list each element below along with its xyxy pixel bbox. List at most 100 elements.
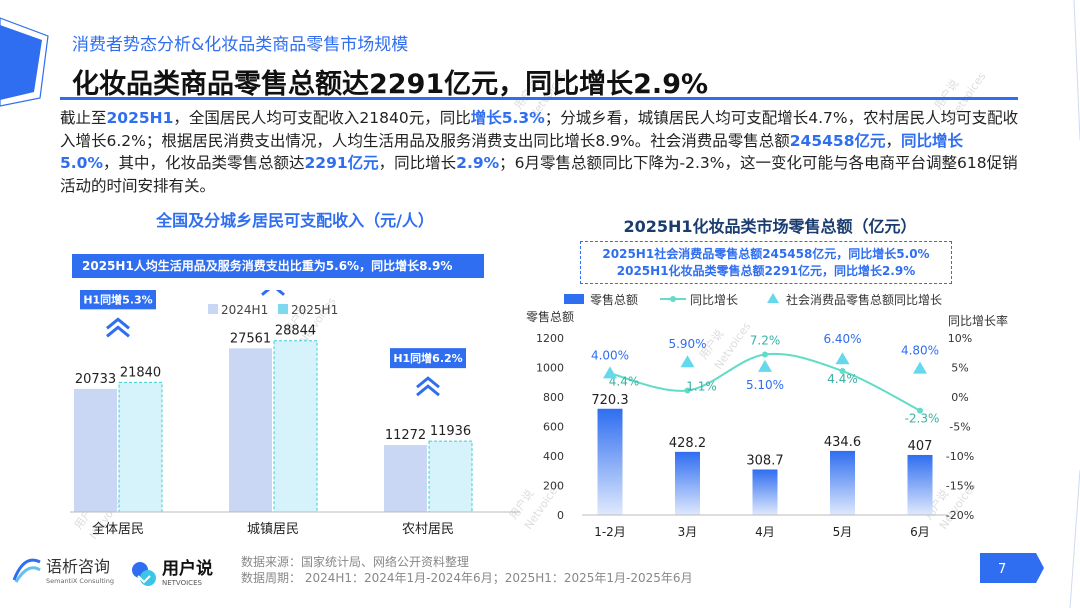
up-chevron-icon	[261, 290, 285, 296]
growth-badge	[390, 348, 466, 369]
summary-text: ；分城乡看，城镇居民人均可支配增长4.7%，农村居民人均可支配收入增长6.2%；…	[60, 109, 1019, 150]
data-source-line: 数据来源：国家统计局、网络公开资料整理	[241, 555, 470, 569]
social-marker	[603, 366, 617, 379]
legend-label-yoy: 同比增长	[690, 293, 738, 307]
social-label: 5.10%	[746, 378, 784, 392]
title-divider	[60, 97, 1018, 100]
income-bar-2025h1	[273, 340, 318, 513]
income-category-label: 农村居民	[402, 522, 454, 537]
legend-label-2024h1: 2024H1	[221, 303, 268, 317]
netvoices-logo-text: 用户说	[162, 558, 213, 579]
social-marker	[680, 355, 695, 368]
data-period-line: 数据周期： 2024H1：2024年1月-2024年6月；2025H1：2025…	[241, 571, 693, 585]
social-label: 5.90%	[668, 337, 706, 351]
summary-text: ，全国居民人均可支配收入21840元，同比	[173, 109, 471, 127]
social-marker	[913, 361, 927, 374]
right-edge-decoration	[1069, 0, 1080, 608]
income-category-label: 全体居民	[92, 521, 144, 537]
y-left-tick: 600	[543, 421, 564, 434]
retail-bar	[752, 469, 778, 515]
retail-bar	[907, 454, 933, 515]
retail-note-line: 2025H1社会消费品零售总额245458亿元，同比增长5.0%	[602, 247, 930, 261]
yoy-label: 1.1%	[686, 380, 717, 394]
summary-paragraph: 截止至2025H1，全国居民人均可支配收入21840元，同比增长5.3%；分城乡…	[60, 107, 1020, 197]
legend-marker-social	[767, 293, 779, 303]
y-left-tick: 200	[543, 480, 564, 493]
growth-badge-label: H1同增6.2%	[393, 351, 462, 365]
summary-text: ，其中，化妆品类零售总额达	[103, 154, 305, 172]
social-marker	[835, 352, 850, 365]
y-right-tick: 0%	[951, 391, 968, 404]
page-number: 7	[998, 562, 1006, 577]
legend-marker-yoy	[670, 296, 676, 302]
income-chart-title: 全国及分城乡居民可支配收入（元/人）	[156, 211, 434, 230]
legend-swatch-2025h1	[278, 304, 288, 314]
y-right-tick: 10%	[948, 332, 972, 345]
growth-badge-label: H1同增5.3%	[83, 292, 152, 306]
semantix-logo-subtext: SemantiX Consulting	[46, 577, 114, 585]
yoy-point	[917, 407, 923, 414]
y-left-tick: 0	[557, 509, 564, 522]
summary-text: 截止至	[60, 109, 107, 127]
y-left-tick: 800	[543, 391, 564, 404]
legend-label-retail: 零售总额	[590, 292, 638, 307]
retail-bar-value: 720.3	[591, 393, 628, 408]
y-right-tick: -15%	[946, 480, 974, 493]
summary-highlight: 同比增长5.0%	[60, 131, 964, 173]
page-title: 化妆品类商品零售总额达2291亿元，同比增长2.9%	[72, 69, 709, 100]
y-right-tick: -20%	[946, 509, 974, 522]
retail-bar	[597, 408, 623, 515]
summary-highlight: 2291亿元	[304, 154, 379, 172]
netvoices-logo: 用户说 NETVOICES	[132, 558, 213, 587]
retail-bar-value: 428.2	[669, 436, 706, 451]
income-bar-2025h1	[118, 381, 163, 513]
income-bar-2024h1	[74, 388, 117, 512]
legend-label-social: 社会消费品零售总额同比增长	[786, 292, 942, 307]
social-label: 6.40%	[823, 332, 861, 346]
y-axis-right-title: 同比增长率	[948, 313, 1008, 328]
semantix-logo-text: 语析咨询	[46, 557, 110, 576]
income-bar-value: 20733	[75, 372, 116, 387]
retail-chart-note: 2025H1社会消费品零售总额245458亿元，同比增长5.0% 2025H1化…	[580, 241, 952, 284]
netvoices-logo-subtext: NETVOICES	[162, 579, 202, 587]
summary-text: ；6月零售总额同比下降为-2.3%，这一变化可能与各电商平台调整618促销活动的…	[60, 154, 1018, 195]
y-right-tick: -5%	[949, 421, 970, 434]
social-label: 4.00%	[591, 348, 629, 362]
summary-text: ，同比增长	[378, 154, 457, 172]
yoy-label: 7.2%	[750, 334, 781, 348]
summary-text: ，	[885, 131, 901, 150]
summary-highlight: 2025H1	[106, 109, 174, 127]
legend-label-2025h1: 2025H1	[291, 303, 338, 317]
retail-category-label: 6月	[910, 525, 930, 539]
income-bar-2024h1	[384, 445, 427, 512]
retail-bar	[675, 451, 700, 515]
income-bar-2024h1	[229, 348, 272, 512]
data-source: 数据来源：国家统计局、网络公开资料整理 数据周期： 2024H1：2024年1月…	[241, 554, 693, 586]
retail-category-label: 4月	[755, 525, 775, 539]
page-subtitle: 消费者势态分析&化妆品类商品零售市场规模	[72, 35, 409, 55]
summary-highlight: 增长5.3%	[470, 109, 545, 127]
retail-chart-title: 2025H1化妆品类市场零售总额（亿元）	[623, 217, 917, 236]
income-bar-value: 27561	[230, 331, 271, 346]
legend-swatch-retail	[564, 294, 584, 304]
up-chevron-icon	[416, 376, 440, 397]
income-chart: 2024H1 2025H1 20733 21840 H1同增5.3% 全体居民 27561 2…	[70, 290, 520, 537]
social-marker	[758, 359, 772, 372]
retail-bar-value: 407	[908, 439, 933, 454]
page-number-badge: 7	[980, 553, 1044, 583]
retail-bar-value: 434.6	[824, 435, 861, 450]
y-right-tick: -10%	[946, 450, 974, 463]
income-bar-value: 28844	[275, 324, 316, 339]
growth-badge	[80, 290, 156, 310]
semantix-logo: 语析咨询 SemantiX Consulting	[12, 557, 114, 585]
income-chart-banner: 2025H1人均生活用品及服务消费支出比重为5.6%，同比增长8.9%	[72, 254, 484, 278]
income-bar-value: 11936	[430, 424, 471, 439]
retail-category-label: 1-2月	[594, 525, 626, 539]
y-left-tick: 400	[543, 450, 564, 463]
retail-note-line: 2025H1化妆品类零售总额2291亿元，同比增长2.9%	[616, 264, 916, 278]
yoy-label: -2.3%	[905, 412, 940, 426]
income-category-label: 城镇居民	[247, 522, 299, 537]
legend-swatch-2024h1	[208, 304, 218, 314]
retail-category-label: 3月	[678, 525, 698, 539]
yoy-point	[839, 368, 846, 375]
